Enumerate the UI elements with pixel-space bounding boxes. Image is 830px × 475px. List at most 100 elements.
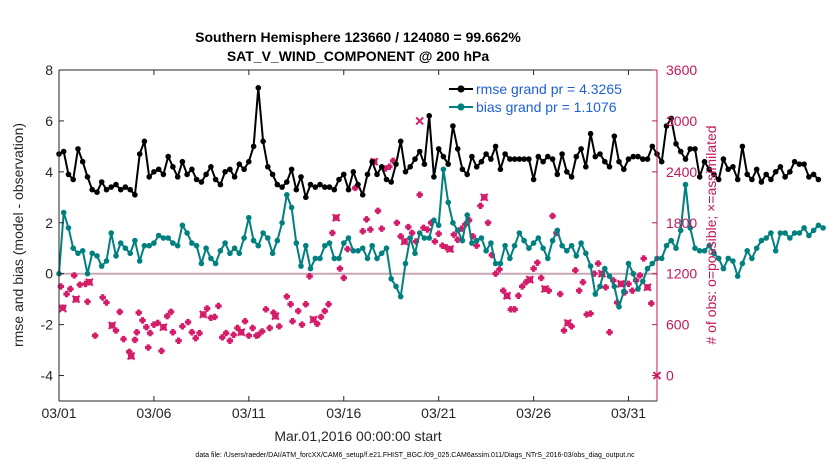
x-tick-label: 03/01 <box>41 405 76 421</box>
y-tick-label-right: 0 <box>666 368 674 384</box>
rmse-point <box>132 192 138 198</box>
chart-subtitle: SAT_V_WIND_COMPONENT @ 200 hPa <box>227 48 490 64</box>
obs-possible-point <box>241 318 249 325</box>
obs-possible-point <box>266 324 273 332</box>
bias-point <box>231 245 238 251</box>
bias-point <box>146 242 152 249</box>
rmse-point <box>597 151 603 157</box>
rmse-point <box>331 186 338 193</box>
bias-point <box>791 230 798 236</box>
bias-point <box>587 263 594 269</box>
bias-point <box>284 192 290 198</box>
rmse-point <box>421 161 428 167</box>
rmse-point <box>103 186 110 193</box>
rmse-point <box>60 148 67 155</box>
bias-point <box>649 260 656 267</box>
rmse-point <box>435 146 442 152</box>
obs-possible-point <box>91 332 99 339</box>
rmse-point <box>298 174 304 180</box>
obs-possible-point <box>344 245 351 253</box>
rmse-point <box>179 158 186 165</box>
rmse-point <box>274 181 281 188</box>
bias-point <box>701 248 708 254</box>
rmse-point <box>730 164 736 170</box>
bias-point <box>568 242 575 249</box>
obs-assimilated-point <box>415 116 424 126</box>
rmse-point <box>378 164 385 170</box>
rmse-point <box>715 176 722 183</box>
obs-possible-point <box>575 287 583 294</box>
bias-point <box>549 237 556 244</box>
bias-point <box>469 240 475 246</box>
obs-possible-point <box>192 334 199 342</box>
rmse-point <box>364 171 371 178</box>
rmse-point <box>497 166 504 173</box>
bias-point <box>625 260 632 267</box>
x-tick-label: 03/16 <box>326 405 361 421</box>
obs-possible-point <box>103 299 110 306</box>
rmse-point <box>621 166 627 173</box>
bias-point <box>312 255 319 262</box>
obs-possible-point <box>325 301 332 308</box>
bias-point <box>222 240 228 246</box>
rmse-point <box>810 171 817 178</box>
chart-title: Southern Hemisphere 123660 / 124080 = 99… <box>195 29 521 45</box>
y-axis-label-right: # of obs: o=possible; ×=assimilated <box>703 125 719 344</box>
obs-possible-point <box>135 309 142 316</box>
bias-point <box>317 255 323 262</box>
obs-possible-point <box>145 344 152 351</box>
rmse-point <box>350 169 357 175</box>
bias-point <box>682 181 689 188</box>
rmse-point <box>507 156 513 162</box>
obs-possible-point <box>340 274 347 282</box>
obs-possible-point <box>298 321 306 328</box>
bias-point <box>298 263 304 269</box>
bias-point <box>621 288 627 295</box>
x-tick-label: 03/11 <box>232 405 266 421</box>
rmse-point <box>526 156 532 162</box>
rmse-point <box>293 186 300 193</box>
bias-point <box>431 217 437 223</box>
bias-point <box>288 204 295 211</box>
bias-point <box>279 220 285 226</box>
rmse-point <box>696 174 703 180</box>
rmse-point <box>322 184 328 190</box>
rmse-point <box>587 130 594 137</box>
obs-possible-point <box>560 327 568 334</box>
rmse-point <box>217 181 224 188</box>
rmse-point <box>212 176 219 183</box>
rmse-point <box>758 179 765 185</box>
bias-point <box>478 235 485 241</box>
rmse-point <box>170 164 176 170</box>
obs-possible-point <box>70 272 78 279</box>
obs-possible-point <box>219 334 226 341</box>
bias-point <box>193 242 200 249</box>
rmse-point <box>516 156 523 162</box>
obs-possible-point <box>226 337 234 344</box>
bias-point <box>583 250 589 257</box>
obs-assimilated-point <box>563 318 572 328</box>
rmse-point <box>564 169 570 175</box>
rmse-point <box>464 171 471 178</box>
bias-point <box>464 212 471 218</box>
rmse-point <box>307 181 314 188</box>
bias-point <box>497 260 504 267</box>
rmse-point <box>65 171 72 178</box>
bias-point <box>407 235 414 241</box>
obs-assimilated-point <box>480 193 489 202</box>
bias-point <box>189 240 195 246</box>
obs-possible-point <box>492 270 499 277</box>
bias-point <box>730 258 736 264</box>
rmse-point <box>355 181 361 188</box>
bias-point <box>89 250 95 257</box>
obs-possible-point <box>549 212 556 220</box>
bias-point <box>545 255 551 262</box>
obs-possible-point <box>572 267 579 274</box>
obs-possible-point <box>188 329 196 336</box>
bias-point <box>706 242 712 249</box>
rmse-point <box>649 143 656 150</box>
rmse-point <box>592 153 599 160</box>
obs-possible-point <box>179 323 186 330</box>
bias-point <box>772 248 779 254</box>
rmse-point <box>203 171 209 178</box>
